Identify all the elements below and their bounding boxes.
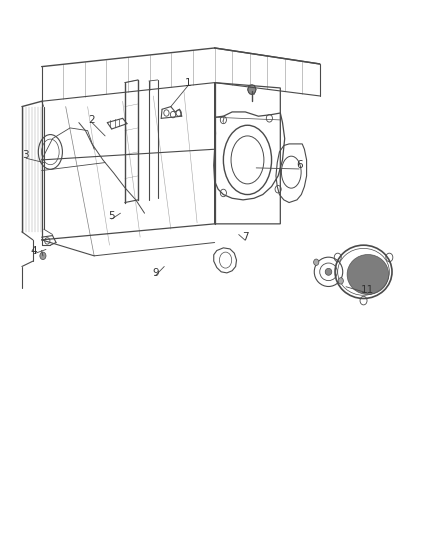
Circle shape	[40, 252, 46, 260]
Circle shape	[248, 85, 256, 94]
Ellipse shape	[325, 269, 332, 275]
Text: 4: 4	[31, 246, 38, 255]
Text: 2: 2	[88, 115, 95, 125]
Text: 11: 11	[361, 286, 374, 295]
Text: 5: 5	[108, 211, 115, 221]
Ellipse shape	[347, 255, 389, 295]
Text: 9: 9	[152, 268, 159, 278]
Circle shape	[314, 259, 319, 265]
Text: 6: 6	[297, 160, 304, 170]
Circle shape	[338, 278, 343, 284]
Text: 3: 3	[22, 150, 29, 159]
Text: 1: 1	[185, 78, 192, 87]
Text: 7: 7	[242, 232, 249, 242]
